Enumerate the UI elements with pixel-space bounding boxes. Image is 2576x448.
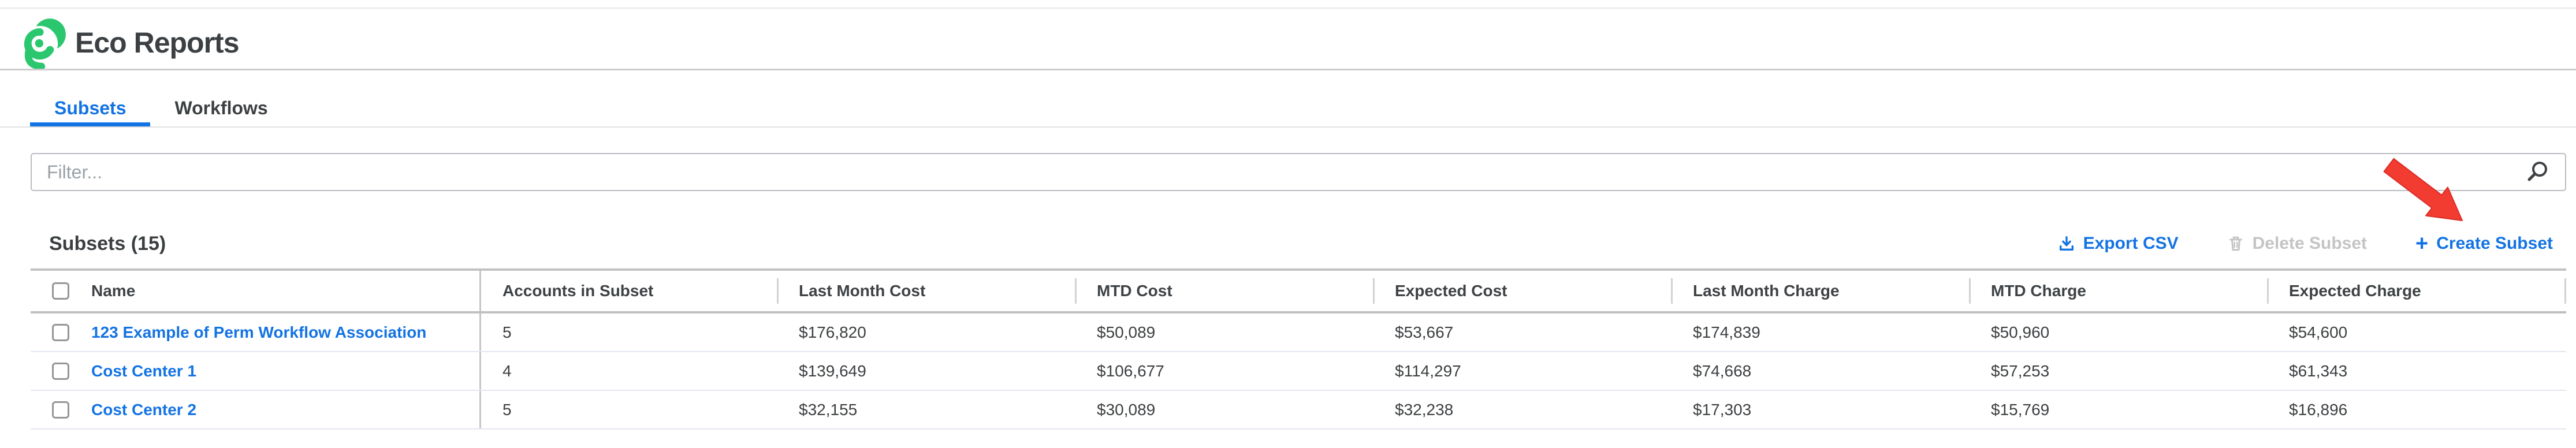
- mtd-charge-cell: $57,253: [1991, 361, 2050, 380]
- column-header-name: Name: [91, 282, 136, 300]
- mtd-charge-cell: $50,960: [1991, 323, 2050, 341]
- tab-bar: Subsets Workflows: [0, 89, 2576, 128]
- expected-charge-cell: $16,896: [2289, 400, 2348, 419]
- trash-icon: [2229, 236, 2242, 251]
- last-month-cost-cell: $32,155: [799, 400, 858, 419]
- subset-name-link[interactable]: 123 Example of Perm Workflow Association: [91, 323, 427, 341]
- column-header-expected-cost: Expected Cost: [1373, 271, 1672, 311]
- app-header: Eco Reports: [17, 16, 240, 69]
- column-header-mtd-charge: MTD Charge: [1969, 271, 2268, 311]
- search-icon[interactable]: [2526, 160, 2549, 184]
- name-cell: Cost Center 2: [31, 391, 479, 428]
- section-title: Subsets (15): [49, 232, 166, 255]
- column-header-last-month-cost: Last Month Cost: [777, 271, 1075, 311]
- last-month-charge-cell: $74,668: [1693, 361, 1752, 380]
- page-title: Eco Reports: [75, 27, 240, 59]
- subsets-table: Name Accounts in Subset Last Month Cost …: [31, 268, 2566, 430]
- name-cell: Cost Center 1: [31, 352, 479, 390]
- table-row: 123 Example of Perm Workflow Association…: [31, 313, 2566, 352]
- accounts-cell: 4: [479, 352, 777, 390]
- column-header-expected-charge: Expected Charge: [2267, 271, 2566, 311]
- download-icon: [2059, 236, 2074, 251]
- export-csv-label: Export CSV: [2083, 234, 2179, 253]
- last-month-charge-cell: $17,303: [1693, 400, 1752, 419]
- expected-cost-cell: $53,667: [1395, 323, 1454, 341]
- accounts-cell: 5: [479, 391, 777, 428]
- subset-name-link[interactable]: Cost Center 1: [91, 361, 197, 380]
- expected-cost-cell: $32,238: [1395, 400, 1454, 419]
- accounts-cell: 5: [479, 313, 777, 351]
- expected-cost-cell: $114,297: [1395, 361, 1461, 380]
- filter-input[interactable]: [31, 153, 2566, 191]
- last-month-charge-cell: $174,839: [1693, 323, 1760, 341]
- top-divider: [0, 8, 2576, 9]
- mtd-cost-cell: $50,089: [1097, 323, 1156, 341]
- create-subset-button[interactable]: + Create Subset: [2415, 232, 2553, 256]
- last-month-cost-cell: $139,649: [799, 361, 866, 380]
- table-header-row: Name Accounts in Subset Last Month Cost …: [31, 268, 2566, 313]
- action-buttons: Export CSV Delete Subset + Create Subset: [2058, 232, 2553, 256]
- table-row: Cost Center 2 5 $32,155 $30,089 $32,238 …: [31, 391, 2566, 430]
- delete-subset-button[interactable]: Delete Subset: [2227, 234, 2367, 253]
- plus-icon: +: [2415, 232, 2429, 256]
- mtd-charge-cell: $15,769: [1991, 400, 2050, 419]
- select-all-checkbox[interactable]: [52, 282, 69, 300]
- header-cell-name: Name: [31, 271, 479, 311]
- tab-subsets[interactable]: Subsets: [30, 89, 151, 126]
- row-checkbox[interactable]: [52, 401, 69, 419]
- row-checkbox[interactable]: [52, 362, 69, 380]
- export-csv-button[interactable]: Export CSV: [2058, 234, 2179, 253]
- row-checkbox[interactable]: [52, 323, 69, 341]
- create-subset-label: Create Subset: [2436, 234, 2553, 253]
- expected-charge-cell: $54,600: [2289, 323, 2348, 341]
- eco-logo-icon: [21, 18, 66, 69]
- delete-subset-label: Delete Subset: [2252, 234, 2367, 253]
- mtd-cost-cell: $106,677: [1097, 361, 1164, 380]
- column-header-last-month-charge: Last Month Charge: [1671, 271, 1970, 311]
- last-month-cost-cell: $176,820: [799, 323, 866, 341]
- subheader-row: Subsets (15) Export CSV Delete Subset + …: [49, 229, 2553, 259]
- column-header-mtd-cost: MTD Cost: [1075, 271, 1373, 311]
- mtd-cost-cell: $30,089: [1097, 400, 1156, 419]
- column-header-accounts: Accounts in Subset: [479, 271, 777, 311]
- expected-charge-cell: $61,343: [2289, 361, 2348, 380]
- header-divider: [0, 69, 2576, 70]
- subset-name-link[interactable]: Cost Center 2: [91, 400, 197, 419]
- table-row: Cost Center 1 4 $139,649 $106,677 $114,2…: [31, 352, 2566, 391]
- filter-bar: [31, 153, 2566, 191]
- tab-workflows[interactable]: Workflows: [174, 97, 268, 118]
- name-cell: 123 Example of Perm Workflow Association: [31, 313, 479, 351]
